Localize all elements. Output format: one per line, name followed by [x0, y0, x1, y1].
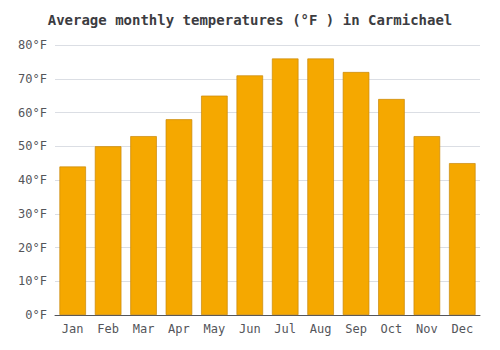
svg-text:10°F: 10°F [18, 274, 47, 288]
svg-text:Dec: Dec [451, 322, 473, 336]
svg-text:Apr: Apr [168, 322, 190, 336]
svg-text:80°F: 80°F [18, 38, 47, 52]
svg-text:Sep: Sep [345, 322, 367, 336]
svg-text:Jul: Jul [274, 322, 296, 336]
svg-text:0°F: 0°F [25, 308, 47, 322]
svg-text:60°F: 60°F [18, 106, 47, 120]
svg-text:Nov: Nov [416, 322, 438, 336]
svg-text:50°F: 50°F [18, 139, 47, 153]
svg-text:Jan: Jan [62, 322, 84, 336]
svg-text:May: May [204, 322, 226, 336]
svg-text:40°F: 40°F [18, 173, 47, 187]
svg-text:Average monthly temperatures (: Average monthly temperatures (°F ) in Ca… [48, 12, 453, 28]
svg-text:30°F: 30°F [18, 207, 47, 221]
svg-text:Feb: Feb [97, 322, 119, 336]
svg-text:Jun: Jun [239, 322, 261, 336]
svg-text:70°F: 70°F [18, 72, 47, 86]
svg-text:Mar: Mar [133, 322, 155, 336]
svg-text:Oct: Oct [381, 322, 403, 336]
svg-text:Aug: Aug [310, 322, 332, 336]
svg-text:20°F: 20°F [18, 241, 47, 255]
